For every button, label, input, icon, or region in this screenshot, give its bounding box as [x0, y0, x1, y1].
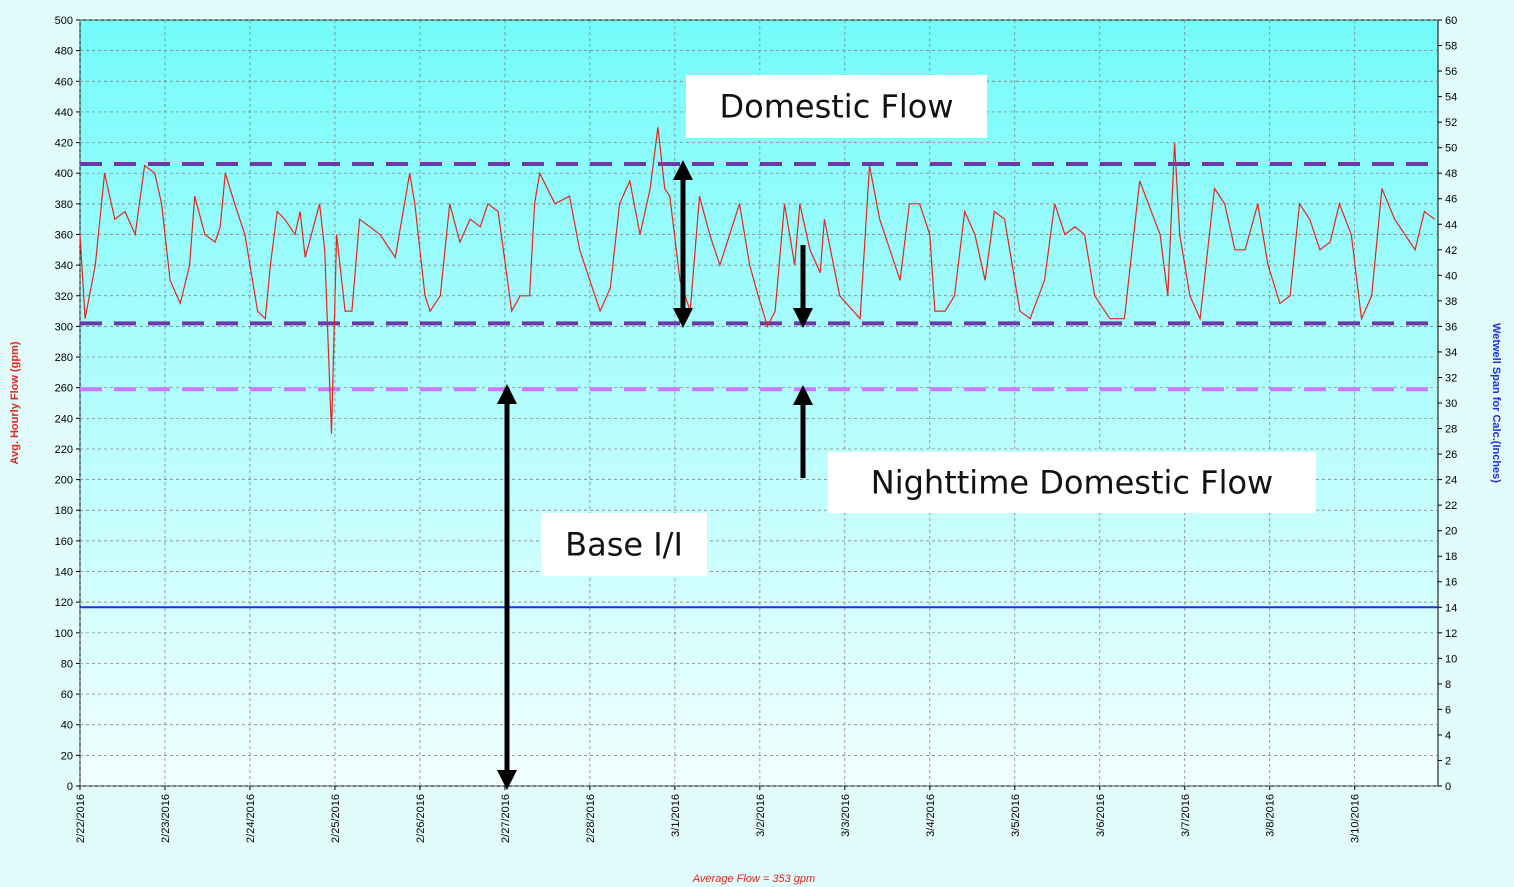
x-tick-label: 2/25/2016: [330, 794, 342, 843]
y-tick-label: 40: [61, 720, 73, 732]
x-tick-label: 3/5/2016: [1010, 794, 1022, 837]
x-tick-label: 3/6/2016: [1095, 794, 1107, 837]
x-tick-label: 3/4/2016: [925, 794, 937, 837]
y2-tick-label: 16: [1445, 577, 1457, 589]
y2-tick-label: 18: [1445, 551, 1457, 563]
y2-tick-label: 56: [1445, 66, 1457, 78]
y2-tick-label: 4: [1445, 730, 1451, 742]
y2-tick-label: 50: [1445, 143, 1457, 155]
y2-tick-label: 52: [1445, 117, 1457, 129]
y2-tick-label: 30: [1445, 398, 1457, 410]
y2-tick-label: 46: [1445, 194, 1457, 206]
y-tick-label: 380: [55, 199, 73, 211]
annotation-box: [541, 513, 707, 576]
y2-axis-label: Wetwell Span for Calc.(Inches): [1490, 323, 1502, 483]
x-tick-label: 3/3/2016: [840, 794, 852, 837]
y2-tick-label: 26: [1445, 449, 1457, 461]
y2-tick-label: 58: [1445, 41, 1457, 53]
y2-tick-label: 10: [1445, 653, 1457, 665]
x-tick-label: 3/1/2016: [670, 794, 682, 837]
x-tick-label: 2/27/2016: [500, 794, 512, 843]
x-tick-label: 2/26/2016: [415, 794, 427, 843]
y2-tick-label: 54: [1445, 92, 1457, 104]
x-tick-label: 3/8/2016: [1265, 794, 1277, 837]
y-tick-label: 400: [55, 168, 73, 180]
y2-tick-label: 0: [1445, 781, 1451, 793]
y-tick-label: 300: [55, 321, 73, 333]
y-tick-label: 180: [55, 505, 73, 517]
y2-tick-label: 20: [1445, 526, 1457, 538]
y-tick-label: 500: [55, 15, 73, 27]
y2-tick-label: 8: [1445, 679, 1451, 691]
y2-tick-label: 2: [1445, 755, 1451, 767]
y2-tick-label: 32: [1445, 372, 1457, 384]
y2-tick-label: 6: [1445, 704, 1451, 716]
y-tick-label: 140: [55, 567, 73, 579]
y-tick-label: 460: [55, 76, 73, 88]
y-tick-label: 260: [55, 383, 73, 395]
y-tick-label: 340: [55, 260, 73, 272]
y2-tick-label: 48: [1445, 168, 1457, 180]
x-tick-label: 2/23/2016: [160, 794, 172, 843]
y-tick-label: 420: [55, 138, 73, 150]
y-tick-label: 100: [55, 628, 73, 640]
y-tick-label: 240: [55, 413, 73, 425]
annotation-box: [686, 75, 987, 138]
x-tick-label: 3/2/2016: [755, 794, 767, 837]
y-tick-label: 80: [61, 658, 73, 670]
y2-tick-label: 28: [1445, 424, 1457, 436]
y2-tick-label: 22: [1445, 500, 1457, 512]
x-tick-label: 3/7/2016: [1180, 794, 1192, 837]
annotation: Domestic Flow: [720, 88, 954, 126]
y-axis-label: Avg. Hourly Flow (gpm): [9, 341, 21, 464]
y-tick-label: 20: [61, 750, 73, 762]
y-tick-label: 280: [55, 352, 73, 364]
y-tick-label: 320: [55, 291, 73, 303]
y2-tick-label: 36: [1445, 321, 1457, 333]
y2-tick-label: 42: [1445, 245, 1457, 257]
y-tick-label: 220: [55, 444, 73, 456]
annotation: Nighttime Domestic Flow: [871, 464, 1273, 502]
y2-tick-label: 40: [1445, 270, 1457, 282]
y-tick-label: 60: [61, 689, 73, 701]
y2-tick-label: 38: [1445, 296, 1457, 308]
x-tick-label: 3/10/2016: [1350, 794, 1362, 843]
y-tick-label: 360: [55, 229, 73, 241]
y2-tick-label: 14: [1445, 602, 1457, 614]
plot-area: [79, 19, 1439, 787]
y2-tick-label: 12: [1445, 628, 1457, 640]
y-tick-label: 0: [67, 781, 73, 793]
y-tick-label: 120: [55, 597, 73, 609]
x-tick-label: 2/24/2016: [245, 794, 257, 843]
arrows: [497, 160, 813, 790]
annotation: Base I/I: [565, 526, 683, 564]
y-tick-label: 200: [55, 475, 73, 487]
y-tick-label: 480: [55, 46, 73, 58]
y2-tick-label: 44: [1445, 219, 1457, 231]
y2-tick-label: 60: [1445, 15, 1457, 27]
y2-tick-label: 34: [1445, 347, 1457, 359]
y2-tick-label: 24: [1445, 475, 1457, 487]
flow-line: [79, 127, 1435, 434]
footer: Average Flow = 353 gpm: [692, 873, 815, 885]
annotation-box: [828, 452, 1316, 513]
y-tick-label: 440: [55, 107, 73, 119]
y-tick-label: 160: [55, 536, 73, 548]
x-tick-label: 2/22/2016: [75, 794, 87, 843]
x-tick-label: 2/28/2016: [585, 794, 597, 843]
